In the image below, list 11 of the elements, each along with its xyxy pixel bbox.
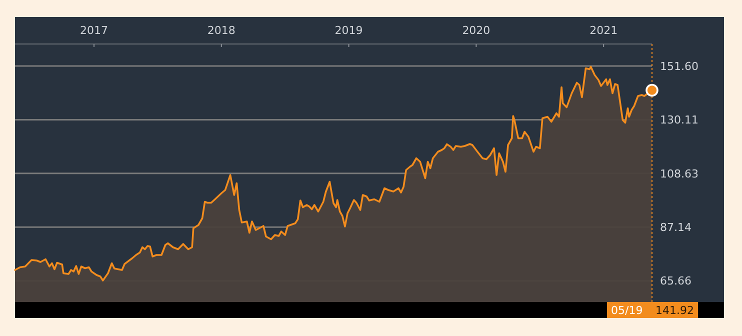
x-tick-label: 2017 xyxy=(80,24,108,37)
x-tick-label: 2020 xyxy=(462,24,490,37)
y-tick-label: 65.66 xyxy=(660,274,692,288)
x-tick-label: 2018 xyxy=(207,24,236,37)
y-tick-label: 87.14 xyxy=(660,221,692,234)
x-tick-label: 2019 xyxy=(334,24,363,37)
y-tick-label: 130.11 xyxy=(660,114,698,127)
y-tick-label: 151.60 xyxy=(660,60,698,73)
y-tick-label: 108.63 xyxy=(660,167,698,180)
x-tick-label: 2021 xyxy=(590,24,618,37)
text: 05/19 141.92 xyxy=(611,304,694,317)
